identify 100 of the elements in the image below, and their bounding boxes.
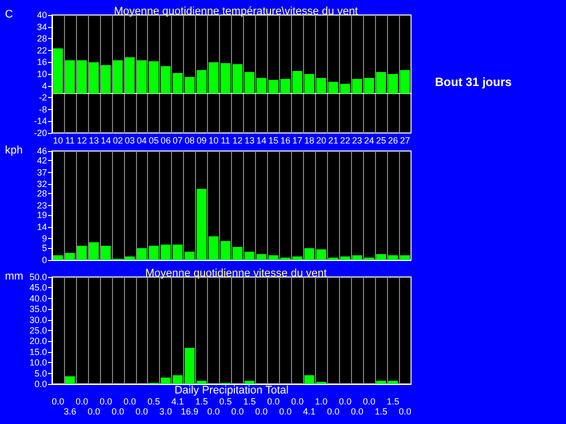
x-tick-label: 13 [88, 136, 99, 146]
data-label: 0.0 [350, 406, 364, 416]
y-tick-label: 10 [36, 69, 47, 79]
data-label: 1.5 [386, 396, 400, 406]
bar [148, 246, 159, 260]
bar [268, 80, 278, 94]
x-tick-label: 26 [388, 136, 398, 146]
y-tick-label: 20.0 [29, 336, 47, 346]
y-tick-label: 42 [36, 155, 47, 166]
x-tick-label: 02 [112, 136, 123, 146]
y-tick-label: 32 [36, 179, 47, 190]
bar [65, 376, 75, 384]
y-tick-label: 0.0 [34, 379, 47, 389]
bar [172, 73, 183, 94]
y-tick-label: 37 [36, 167, 47, 178]
bar [53, 255, 63, 260]
bar [256, 254, 266, 260]
x-tick-label: 25 [376, 136, 386, 146]
x-tick-label: 17 [292, 136, 302, 146]
y-tick-label: 23 [36, 200, 47, 210]
y-tick-label: 22 [36, 45, 47, 56]
x-axis-title: Daily Precipitation Total [174, 384, 289, 396]
bar [100, 65, 111, 94]
x-tick-label: 10 [208, 136, 219, 146]
bar [340, 256, 350, 260]
bar [256, 78, 266, 94]
data-label: 0.0 [326, 406, 340, 416]
bar [304, 248, 314, 260]
x-tick-label: 22 [340, 136, 350, 146]
x-tick-label: 03 [124, 136, 135, 146]
bar [172, 375, 183, 384]
data-label: 0.0 [207, 406, 220, 416]
x-tick-label: 09 [196, 136, 207, 146]
data-label: 0.0 [100, 396, 112, 406]
bar [268, 255, 278, 260]
bar [196, 188, 206, 260]
data-label: 0.0 [398, 406, 412, 416]
bar [244, 72, 254, 94]
y-tick-label: 30.0 [29, 314, 47, 325]
bar [400, 255, 410, 260]
x-tick-label: 06 [160, 136, 171, 146]
y-tick-label: 16 [36, 57, 47, 68]
y-tick-label: 46 [36, 146, 47, 156]
bar [376, 72, 386, 94]
bar [77, 246, 87, 260]
x-tick-label: 14 [100, 136, 111, 146]
y-tick-label: -14 [34, 116, 47, 126]
y-tick-label: 35.0 [29, 304, 47, 314]
bar [352, 255, 362, 260]
bar [196, 380, 206, 384]
data-label: 0.5 [147, 396, 160, 406]
y-tick-label: 5 [42, 243, 47, 254]
x-tick-label: 24 [364, 136, 374, 146]
bar [400, 70, 410, 94]
y-axis-title: mm [5, 270, 24, 282]
y-tick-label: 14 [36, 222, 47, 232]
y-tick-label: -20 [34, 128, 47, 138]
y-tick-label: -2 [38, 92, 47, 103]
x-tick-label: 27 [400, 136, 410, 146]
bar [136, 248, 147, 260]
x-tick-label: 23 [352, 136, 362, 146]
data-label: 1.0 [314, 396, 328, 406]
y-tick-label: 4 [42, 80, 47, 91]
bar [304, 375, 314, 384]
bar [88, 62, 99, 94]
y-tick-label: 19 [36, 210, 47, 220]
y-tick-label: 0 [42, 255, 47, 265]
x-tick-label: 08 [184, 136, 195, 146]
bar [65, 252, 75, 260]
bar [160, 244, 171, 260]
data-label: 16.9 [180, 406, 198, 416]
x-tick-label: 21 [328, 136, 338, 146]
bar [292, 71, 302, 94]
y-tick-label: 45.0 [29, 282, 47, 293]
bar [352, 78, 362, 94]
bar [376, 254, 386, 260]
data-label: 0.0 [338, 396, 352, 406]
data-label: 0.0 [88, 406, 100, 416]
x-tick-label: 12 [232, 136, 242, 146]
bar [220, 241, 230, 260]
y-tick-label: 28 [36, 188, 47, 199]
y-tick-label: 40 [36, 10, 47, 20]
y-tick-label: 9 [42, 234, 47, 244]
bar [124, 256, 135, 260]
bar [316, 78, 326, 94]
bar [388, 380, 398, 384]
x-tick-label: 18 [304, 136, 314, 146]
y-tick-label: -8 [38, 104, 47, 114]
y-tick-label: 40.0 [29, 293, 47, 304]
x-tick-label: 05 [148, 136, 159, 146]
bar [388, 74, 398, 94]
x-tick-label: 11 [220, 136, 230, 146]
data-label: 4.1 [171, 396, 184, 406]
bar [53, 48, 63, 94]
bar [376, 380, 386, 384]
bar [292, 256, 302, 260]
data-label: 0.5 [219, 396, 232, 406]
bar [184, 252, 195, 260]
bar [316, 249, 326, 260]
bar [148, 61, 159, 94]
